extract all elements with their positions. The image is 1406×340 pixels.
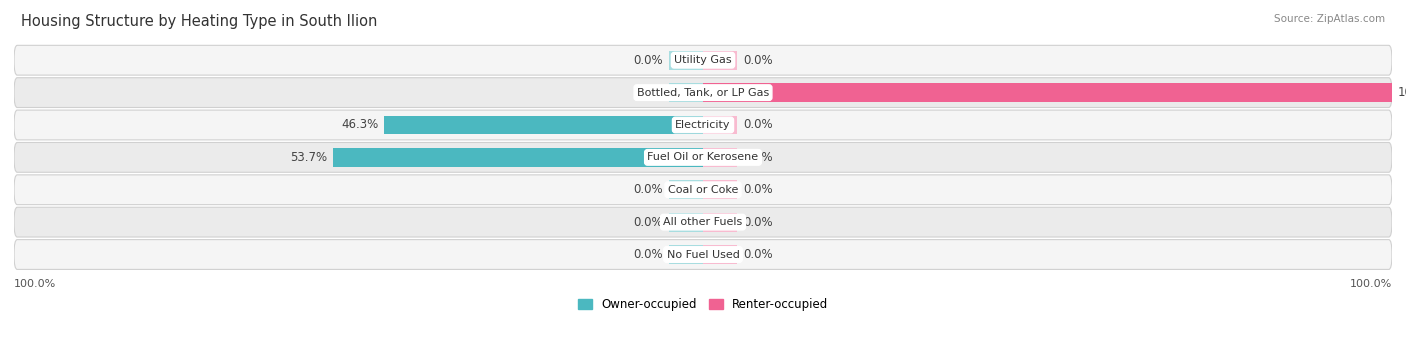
Bar — [703, 148, 738, 167]
Bar — [669, 51, 703, 70]
Text: 0.0%: 0.0% — [742, 216, 772, 228]
Bar — [703, 213, 738, 232]
Text: 100.0%: 100.0% — [14, 279, 56, 289]
FancyBboxPatch shape — [14, 78, 1392, 107]
Bar — [669, 213, 703, 232]
Text: Electricity: Electricity — [675, 120, 731, 130]
Bar — [333, 148, 703, 167]
Text: Housing Structure by Heating Type in South Ilion: Housing Structure by Heating Type in Sou… — [21, 14, 377, 29]
Text: 0.0%: 0.0% — [634, 183, 664, 196]
FancyBboxPatch shape — [14, 45, 1392, 75]
Text: 0.0%: 0.0% — [742, 183, 772, 196]
Text: Fuel Oil or Kerosene: Fuel Oil or Kerosene — [647, 152, 759, 163]
Text: 0.0%: 0.0% — [634, 248, 664, 261]
Bar — [384, 116, 703, 134]
Bar — [703, 245, 738, 264]
Text: Coal or Coke: Coal or Coke — [668, 185, 738, 195]
FancyBboxPatch shape — [14, 142, 1392, 172]
Bar — [669, 245, 703, 264]
Bar — [703, 83, 1392, 102]
Text: 100.0%: 100.0% — [1398, 86, 1406, 99]
Bar — [703, 180, 738, 199]
FancyBboxPatch shape — [14, 175, 1392, 205]
Text: 0.0%: 0.0% — [742, 119, 772, 132]
FancyBboxPatch shape — [14, 207, 1392, 237]
Text: 46.3%: 46.3% — [342, 119, 378, 132]
Text: 0.0%: 0.0% — [634, 54, 664, 67]
Text: Source: ZipAtlas.com: Source: ZipAtlas.com — [1274, 14, 1385, 23]
Text: All other Fuels: All other Fuels — [664, 217, 742, 227]
Text: 0.0%: 0.0% — [634, 216, 664, 228]
Text: 53.7%: 53.7% — [291, 151, 328, 164]
Text: 0.0%: 0.0% — [742, 54, 772, 67]
FancyBboxPatch shape — [14, 110, 1392, 140]
Legend: Owner-occupied, Renter-occupied: Owner-occupied, Renter-occupied — [572, 293, 834, 316]
FancyBboxPatch shape — [14, 240, 1392, 269]
Bar — [703, 116, 738, 134]
Bar — [669, 83, 703, 102]
Text: 0.0%: 0.0% — [742, 151, 772, 164]
Bar — [703, 51, 738, 70]
Text: 100.0%: 100.0% — [1350, 279, 1392, 289]
Text: 0.0%: 0.0% — [742, 248, 772, 261]
Text: Bottled, Tank, or LP Gas: Bottled, Tank, or LP Gas — [637, 88, 769, 98]
Text: 0.0%: 0.0% — [634, 86, 664, 99]
Text: No Fuel Used: No Fuel Used — [666, 250, 740, 259]
Text: Utility Gas: Utility Gas — [675, 55, 731, 65]
Bar — [669, 180, 703, 199]
